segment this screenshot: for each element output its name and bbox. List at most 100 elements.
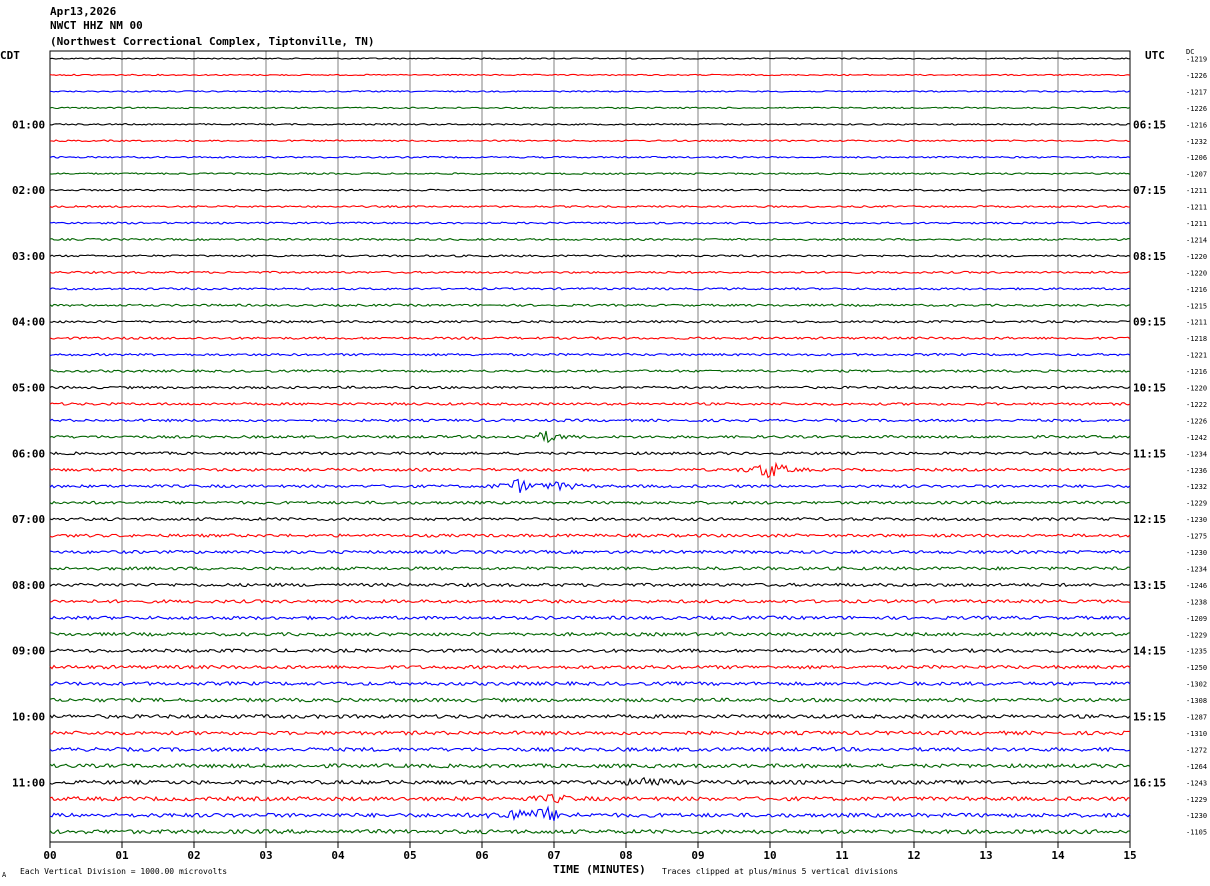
trace-line — [49, 287, 1131, 291]
dc-offset-label: -1234 — [1186, 565, 1207, 573]
logo-mark: A — [2, 871, 7, 879]
dc-offset-label: -1206 — [1186, 154, 1207, 162]
left-time-label: 09:00 — [12, 645, 45, 658]
x-tick-label: 15 — [1123, 849, 1136, 862]
dc-offset-label: -1230 — [1186, 549, 1207, 557]
dc-offset-label: -1246 — [1186, 582, 1207, 590]
dc-offset-label: -1272 — [1186, 746, 1207, 754]
trace-line — [49, 155, 1131, 159]
trace-line — [49, 500, 1131, 505]
trace-line — [49, 461, 1131, 479]
dc-offset-label: -1226 — [1186, 417, 1207, 425]
trace-line — [49, 549, 1131, 555]
trace-line — [49, 582, 1131, 588]
trace-line — [49, 319, 1131, 324]
dc-offset-label: -1209 — [1186, 615, 1207, 623]
trace-line — [49, 106, 1131, 110]
trace-line — [49, 270, 1131, 275]
right-time-label: 09:15 — [1133, 316, 1166, 329]
x-tick-label: 13 — [979, 849, 992, 862]
dc-offset-label: -1250 — [1186, 664, 1207, 672]
dc-offset-label: -1216 — [1186, 121, 1207, 129]
right-time-label: 07:15 — [1133, 184, 1166, 197]
trace-line — [49, 139, 1131, 143]
x-tick-label: 11 — [835, 849, 849, 862]
scale-note: Each Vertical Division = 1000.00 microvo… — [20, 867, 228, 876]
x-tick-label: 02 — [187, 849, 200, 862]
trace-line — [49, 204, 1130, 209]
left-time-label: 11:00 — [12, 776, 45, 789]
trace-line — [49, 615, 1131, 621]
dc-offset-label: -1235 — [1186, 648, 1207, 656]
dc-offset-label: -1219 — [1186, 56, 1207, 64]
right-time-label: 13:15 — [1133, 579, 1166, 592]
dc-offset-label: -1229 — [1186, 796, 1207, 804]
dc-offset-label: -1217 — [1186, 88, 1207, 96]
left-time-label: 10:00 — [12, 711, 45, 724]
dc-offset-label: -1229 — [1186, 631, 1207, 639]
trace-line — [49, 90, 1131, 93]
trace-line — [49, 237, 1131, 242]
dc-offset-label: -1230 — [1186, 516, 1207, 524]
dc-offset-label: -1215 — [1186, 302, 1207, 310]
dc-offset-label: -1226 — [1186, 105, 1207, 113]
trace-line — [49, 369, 1131, 374]
right-timezone-label: UTC — [1145, 49, 1165, 62]
dc-offset-label: -1229 — [1186, 500, 1207, 508]
dc-offset-label: -1310 — [1186, 730, 1207, 738]
x-tick-label: 12 — [907, 849, 920, 862]
trace-line — [49, 352, 1131, 357]
trace-line — [49, 418, 1131, 423]
x-tick-label: 04 — [331, 849, 345, 862]
dc-offset-label: -1220 — [1186, 385, 1207, 393]
x-tick-label: 07 — [547, 849, 560, 862]
x-tick-label: 05 — [403, 849, 416, 862]
dc-offset-label: -1216 — [1186, 368, 1207, 376]
header-date: Apr13,2026 — [50, 5, 117, 18]
trace-line — [49, 402, 1131, 406]
dc-offset-header: DC — [1186, 48, 1195, 56]
dc-offset-label: -1214 — [1186, 236, 1207, 244]
dc-offset-label: -1220 — [1186, 269, 1207, 277]
trace-line — [49, 631, 1131, 637]
left-time-label: 04:00 — [12, 316, 45, 329]
dc-offset-label: -1243 — [1186, 779, 1207, 787]
trace-line — [49, 478, 1131, 493]
dc-offset-label: -1232 — [1186, 483, 1207, 491]
dc-offset-label: -1211 — [1186, 204, 1207, 212]
dc-offset-label: -1242 — [1186, 434, 1207, 442]
dc-offset-label: -1207 — [1186, 171, 1207, 179]
right-time-label: 12:15 — [1133, 513, 1166, 526]
left-time-label: 03:00 — [12, 250, 45, 263]
left-time-label: 06:00 — [12, 447, 45, 460]
dc-offset-label: -1105 — [1186, 829, 1207, 837]
plot-frame — [49, 50, 1131, 843]
dc-offset-label: -1211 — [1186, 187, 1207, 195]
dc-offset-label: -1287 — [1186, 714, 1207, 722]
left-time-label: 05:00 — [12, 382, 45, 395]
x-tick-label: 14 — [1051, 849, 1065, 862]
trace-line — [49, 254, 1131, 258]
left-time-label: 02:00 — [12, 184, 45, 197]
trace-line — [49, 776, 1131, 787]
trace-line — [49, 697, 1131, 703]
dc-offset-label: -1236 — [1186, 467, 1207, 475]
trace-line — [49, 664, 1131, 670]
header-station: NWCT HHZ NM 00 — [50, 19, 143, 32]
dc-offset-label: -1238 — [1186, 598, 1207, 606]
trace-line — [49, 533, 1131, 538]
right-time-label: 16:15 — [1133, 776, 1166, 789]
right-time-label: 14:15 — [1133, 645, 1166, 658]
dc-offset-label: -1222 — [1186, 401, 1207, 409]
x-tick-label: 09 — [691, 849, 704, 862]
dc-offset-label: -1264 — [1186, 763, 1207, 771]
trace-line — [49, 451, 1131, 456]
trace-line — [49, 336, 1131, 341]
right-time-label: 11:15 — [1133, 447, 1166, 460]
trace-line — [49, 172, 1131, 176]
x-tick-label: 06 — [475, 849, 489, 862]
trace-line — [49, 680, 1131, 687]
left-timezone-label: CDT — [0, 49, 20, 62]
right-time-label: 10:15 — [1133, 382, 1166, 395]
